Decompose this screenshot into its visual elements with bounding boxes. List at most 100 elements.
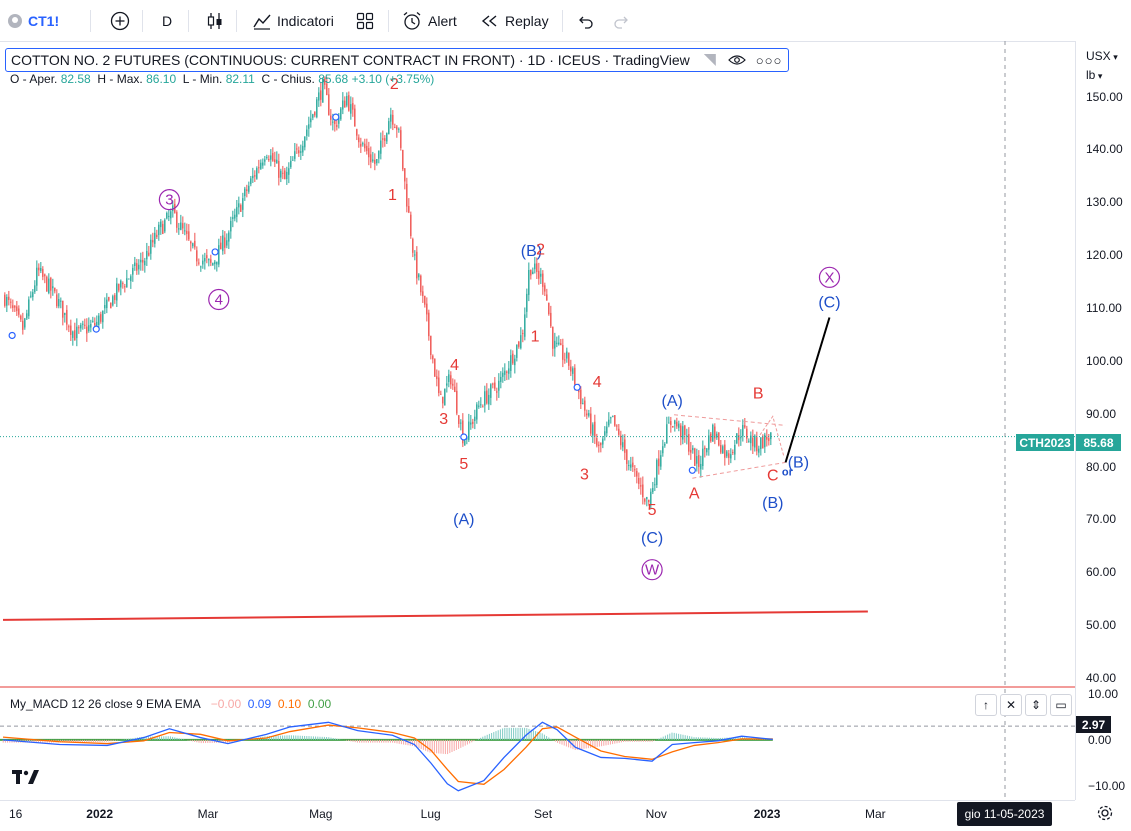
pane-collapse-button[interactable]: ⇕: [1025, 694, 1047, 716]
candle-body: [512, 353, 514, 364]
candle-body: [256, 168, 258, 179]
templates-button[interactable]: [356, 0, 374, 41]
wave-label-circle: [641, 559, 663, 581]
symbol-search-button[interactable]: CT1!: [8, 0, 59, 41]
legend-title: COTTON NO. 2 FUTURES (CONTINUOUS: CURREN…: [11, 52, 690, 68]
price-tick-label: 120.00: [1086, 248, 1123, 263]
interval-label: D: [162, 12, 173, 29]
candle-body: [248, 185, 250, 192]
candle-body: [80, 324, 82, 329]
eye-icon[interactable]: [727, 54, 746, 66]
candle-body: [408, 206, 410, 213]
candle-body: [158, 224, 160, 236]
candle-body: [368, 148, 370, 158]
candle-body: [4, 294, 6, 306]
candle-body: [388, 121, 390, 135]
candle-body: [48, 278, 50, 294]
pane-close-button[interactable]: ✕: [1000, 694, 1022, 716]
candle-body: [424, 295, 426, 305]
price-tick-label: 40.00: [1086, 671, 1117, 686]
indicators-button[interactable]: Indicatori: [252, 0, 334, 41]
candle-body: [610, 417, 612, 419]
candle-body: [222, 235, 224, 252]
macd-tick-label: 10.00: [1088, 686, 1119, 701]
candle-body: [502, 372, 504, 377]
time-axis[interactable]: 16 2022 Mar Mag Lug Set Nov 2023 Mar: [0, 800, 1075, 831]
pane-move-up-button[interactable]: ↑: [975, 694, 997, 716]
symbol-price-badge: CTH2023: [1016, 434, 1074, 451]
badge-price: 85.68: [1083, 435, 1114, 450]
candle-body: [358, 137, 360, 143]
candle-body: [712, 424, 714, 442]
candles-icon: [207, 12, 222, 29]
candle-body: [306, 129, 308, 136]
unit-select[interactable]: lb ▾: [1086, 68, 1102, 82]
candle-body: [386, 133, 388, 142]
indicators-label: Indicatori: [277, 12, 334, 29]
candle-body: [454, 386, 456, 392]
candle-body: [412, 238, 414, 253]
macd-legend[interactable]: My_MACD 12 26 close 9 EMA EMA −0.00 0.09…: [10, 697, 331, 711]
candle-body: [566, 351, 568, 359]
symbol-legend[interactable]: COTTON NO. 2 FUTURES (CONTINUOUS: CURREN…: [5, 48, 790, 72]
price-tick-label: 140.00: [1086, 142, 1123, 157]
candle-body: [274, 159, 276, 163]
candle-body: [768, 438, 770, 441]
badge-symbol: CTH2023: [1019, 435, 1071, 450]
candle-body: [398, 128, 400, 130]
toolbar-divider: [188, 10, 189, 32]
candle-body: [22, 320, 24, 330]
candle-body: [66, 309, 68, 325]
candle-body: [620, 435, 622, 446]
candle-body: [238, 203, 240, 208]
compare-add-button[interactable]: [110, 0, 130, 41]
candle-body: [710, 433, 712, 442]
candle-body: [556, 342, 558, 344]
candle-body: [362, 143, 364, 145]
interval-button[interactable]: D: [162, 0, 172, 41]
candle-body: [766, 436, 768, 440]
candle-body: [258, 167, 260, 169]
hide-icon[interactable]: [703, 54, 716, 66]
candle-body: [720, 445, 722, 453]
candle-body: [12, 305, 14, 308]
candle-body: [242, 198, 244, 210]
wave-label-circle: [158, 189, 180, 211]
candle-body: [568, 352, 570, 366]
chart-settings-button[interactable]: [1096, 804, 1114, 827]
pane-maximize-button[interactable]: ▭: [1050, 694, 1072, 716]
candle-body: [106, 299, 108, 309]
candle-body: [364, 143, 366, 149]
wave-label: W: [645, 562, 660, 579]
redo-button[interactable]: [613, 0, 631, 41]
candle-body: [438, 377, 440, 394]
undo-button[interactable]: [576, 0, 594, 41]
currency-select[interactable]: USX ▾: [1086, 49, 1118, 63]
candle-body: [128, 278, 130, 280]
price-axis[interactable]: USX ▾ lb ▾ 150.00 140.00 130.00 120.00 110.0…: [1075, 41, 1131, 800]
candle-body: [252, 175, 254, 179]
wave-c-projection-line: [784, 317, 831, 463]
candle-body: [650, 491, 652, 506]
candle-body: [192, 243, 194, 247]
more-icon[interactable]: ○○○: [755, 52, 783, 68]
candle-body: [448, 374, 450, 382]
price-tick-label: 130.00: [1086, 195, 1123, 210]
candle-body: [642, 484, 644, 498]
alert-button[interactable]: Alert: [402, 0, 457, 41]
candle-body: [236, 207, 238, 217]
candle-body: [234, 214, 236, 219]
wave-label: A: [689, 486, 700, 503]
candle-body: [428, 312, 430, 337]
ohlc-readout: O - Aper. 82.58 H - Max. 86.10 L - Min. …: [10, 72, 434, 86]
candle-body: [350, 104, 352, 114]
chart-type-button[interactable]: [205, 0, 225, 41]
candle-body: [284, 170, 286, 180]
candle-body: [484, 391, 486, 406]
candle-body: [62, 300, 64, 318]
candle-body: [138, 264, 140, 270]
replay-button[interactable]: Replay: [480, 0, 549, 41]
candle-body: [146, 251, 148, 260]
candle-body: [134, 262, 136, 266]
